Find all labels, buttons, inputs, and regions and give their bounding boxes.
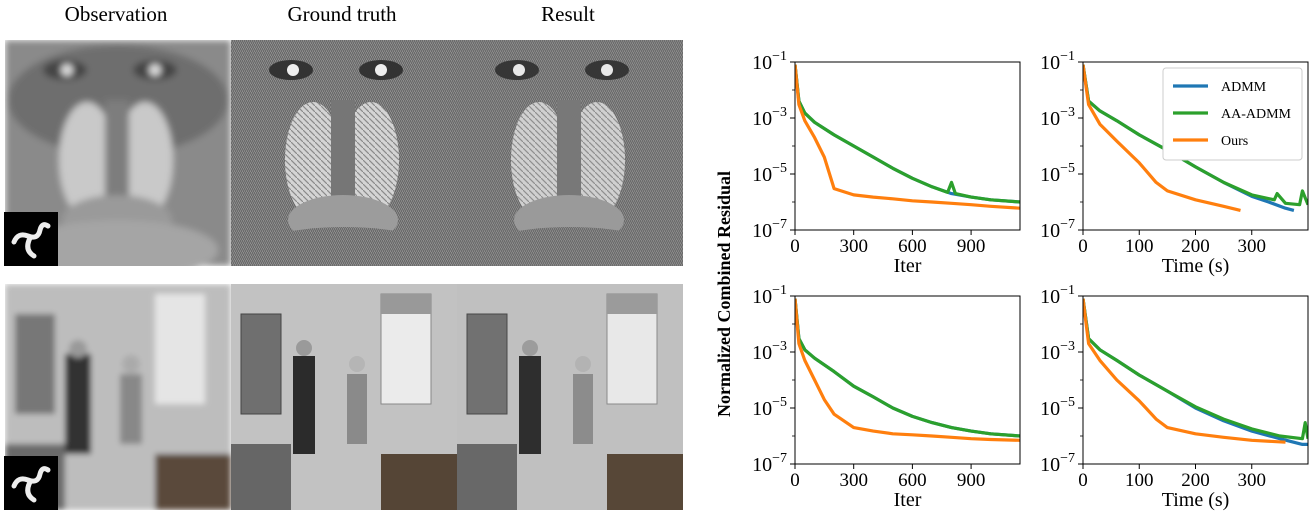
legend-box [1162, 67, 1303, 161]
convergence-plots: Normalized Combined Residual 10−1 10−3 10−… [700, 40, 1315, 514]
sharp-baboon-image [231, 40, 457, 266]
y-tick-label: 10−1 [752, 49, 787, 74]
x-tick-label: 900 [957, 236, 986, 257]
chart-panel-1: 10−1 10−3 10−5 10−70 300 600 900 Iter [752, 49, 1021, 277]
x-axis-label: Iter [894, 255, 922, 277]
x-tick-label: 0 [1078, 236, 1088, 257]
y-tick-label: 10−3 [752, 105, 787, 130]
x-tick-label: 100 [1125, 470, 1154, 491]
x-tick-label: 600 [898, 236, 927, 257]
x-tick-label: 300 [1238, 470, 1267, 491]
plot-frame [794, 61, 1021, 231]
x-tick-label: 0 [790, 470, 800, 491]
x-tick-label: 900 [957, 470, 986, 491]
series-line-admm [795, 64, 1020, 204]
series-line-ours [1083, 64, 1241, 212]
y-tick-label: 10−7 [1040, 451, 1075, 476]
series-line-ours [795, 298, 1020, 442]
blur-kernel-icon [4, 212, 58, 266]
shared-y-axis-label: Normalized Combined Residual [714, 171, 734, 417]
series-line-ours [1083, 298, 1286, 444]
y-tick-label: 10−5 [1040, 161, 1075, 186]
column-heading-result: Result [541, 2, 595, 26]
y-tick-label: 10−3 [1040, 105, 1075, 130]
chart-panel-4: 10−1 10−3 10−5 10−70 100 200 300 Time (s) [1040, 283, 1309, 511]
chart-panel-3: 10−1 10−3 10−5 10−70 300 600 900 Iter [752, 283, 1021, 511]
y-tick-label: 10−5 [752, 395, 787, 420]
column-heading-ground-truth: Ground truth [287, 2, 397, 26]
x-tick-label: 300 [839, 470, 868, 491]
sharp-room-image [231, 284, 457, 510]
legend-label: ADMM [1221, 80, 1267, 95]
series-line-ours [795, 64, 1020, 210]
series-line-admm [1083, 298, 1308, 446]
restored-baboon-image [457, 40, 683, 266]
plot-frame [1082, 295, 1309, 465]
x-tick-label: 200 [1181, 236, 1210, 257]
x-tick-label: 600 [898, 470, 927, 491]
convergence-plots-svg: Normalized Combined Residual 10−110−310−… [714, 49, 1309, 511]
y-tick-label: 10−1 [1040, 283, 1075, 308]
y-tick-label: 10−3 [1040, 339, 1075, 364]
blurred-baboon-image [5, 40, 231, 266]
y-tick-label: 10−1 [752, 283, 787, 308]
series-line-aa-admm [1083, 298, 1308, 441]
x-tick-label: 200 [1181, 470, 1210, 491]
chart-panel-2: 10−1 10−3 10−5 10−70 100 200 300 Time (s) [1040, 49, 1309, 277]
y-tick-label: 10−5 [1040, 395, 1075, 420]
x-tick-label: 300 [1238, 236, 1267, 257]
y-tick-label: 10−7 [752, 451, 787, 476]
y-tick-label: 10−5 [752, 161, 787, 186]
series-line-aa-admm [795, 64, 1020, 204]
legend: ADMM AA-ADMM Ours [1162, 67, 1303, 161]
blur-kernel-icon [4, 456, 58, 510]
x-axis-label: Iter [894, 489, 922, 511]
y-tick-label: 10−7 [752, 217, 787, 242]
plot-frame [794, 295, 1021, 465]
series-line-aa-admm [1083, 64, 1308, 207]
restored-room-image [457, 284, 683, 510]
legend-label: AA-ADMM [1221, 107, 1292, 122]
column-heading-observation: Observation [64, 2, 168, 26]
x-tick-label: 0 [790, 236, 800, 257]
x-axis-label: Time (s) [1162, 255, 1230, 277]
legend-label: Ours [1221, 134, 1248, 149]
plot-frame [1082, 61, 1309, 231]
series-line-aa-admm [795, 298, 1020, 438]
x-axis-label: Time (s) [1162, 489, 1230, 511]
y-tick-label: 10−3 [752, 339, 787, 364]
x-tick-label: 100 [1125, 236, 1154, 257]
x-tick-label: 0 [1078, 470, 1088, 491]
y-tick-label: 10−7 [1040, 217, 1075, 242]
x-tick-label: 300 [839, 236, 868, 257]
y-tick-label: 10−1 [1040, 49, 1075, 74]
